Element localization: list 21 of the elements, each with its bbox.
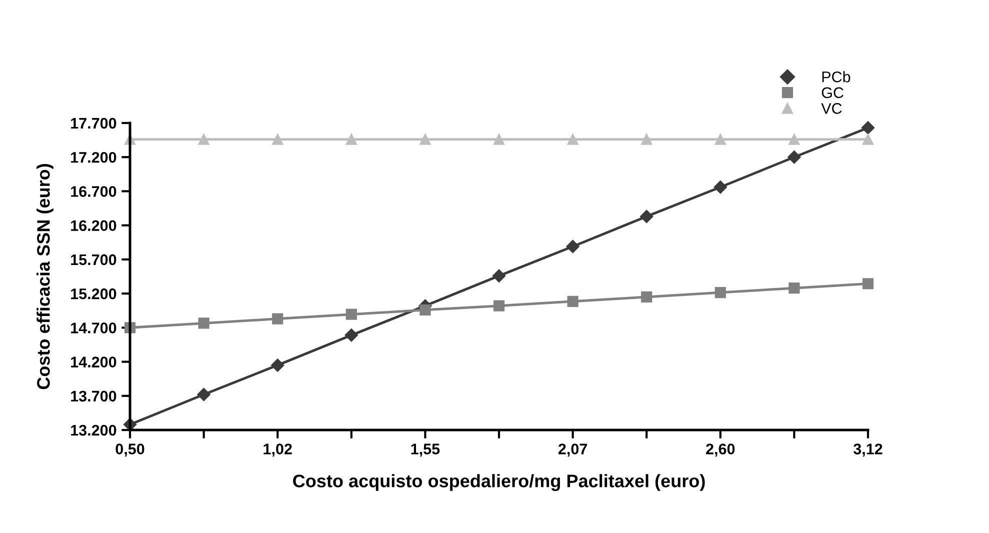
x-tick-label: 2,07 xyxy=(558,444,587,457)
y-tick-label: 17.200 xyxy=(71,152,116,163)
y-tick-label: 16.200 xyxy=(71,220,116,232)
y-tick-label: 14.200 xyxy=(71,356,116,368)
x-tick-label: 3,12 xyxy=(853,444,882,457)
legend-label: GC xyxy=(822,87,844,98)
legend-label: PCb xyxy=(822,71,850,82)
y-tick-label: 16.700 xyxy=(71,186,116,197)
y-axis-title: Costo efficacia SSN (euro) xyxy=(36,164,54,390)
y-tick-label: 15.200 xyxy=(71,288,116,300)
y-tick-label: 13.700 xyxy=(71,390,116,402)
x-tick-label: 2,60 xyxy=(706,444,735,457)
x-tick-label: 0,50 xyxy=(116,444,144,457)
x-tick-label: 1,02 xyxy=(264,444,292,457)
legend-label: VC xyxy=(821,103,842,114)
y-tick-label: 14.700 xyxy=(71,322,116,334)
y-tick-label: 15.700 xyxy=(71,254,116,266)
y-tick-label: 17.700 xyxy=(71,118,116,129)
x-tick-label: 1,55 xyxy=(411,444,440,457)
x-axis-title: Costo acquisto ospedaliero/mg Paclitaxel (euro) xyxy=(293,474,705,492)
y-tick-label: 13.200 xyxy=(71,424,116,436)
